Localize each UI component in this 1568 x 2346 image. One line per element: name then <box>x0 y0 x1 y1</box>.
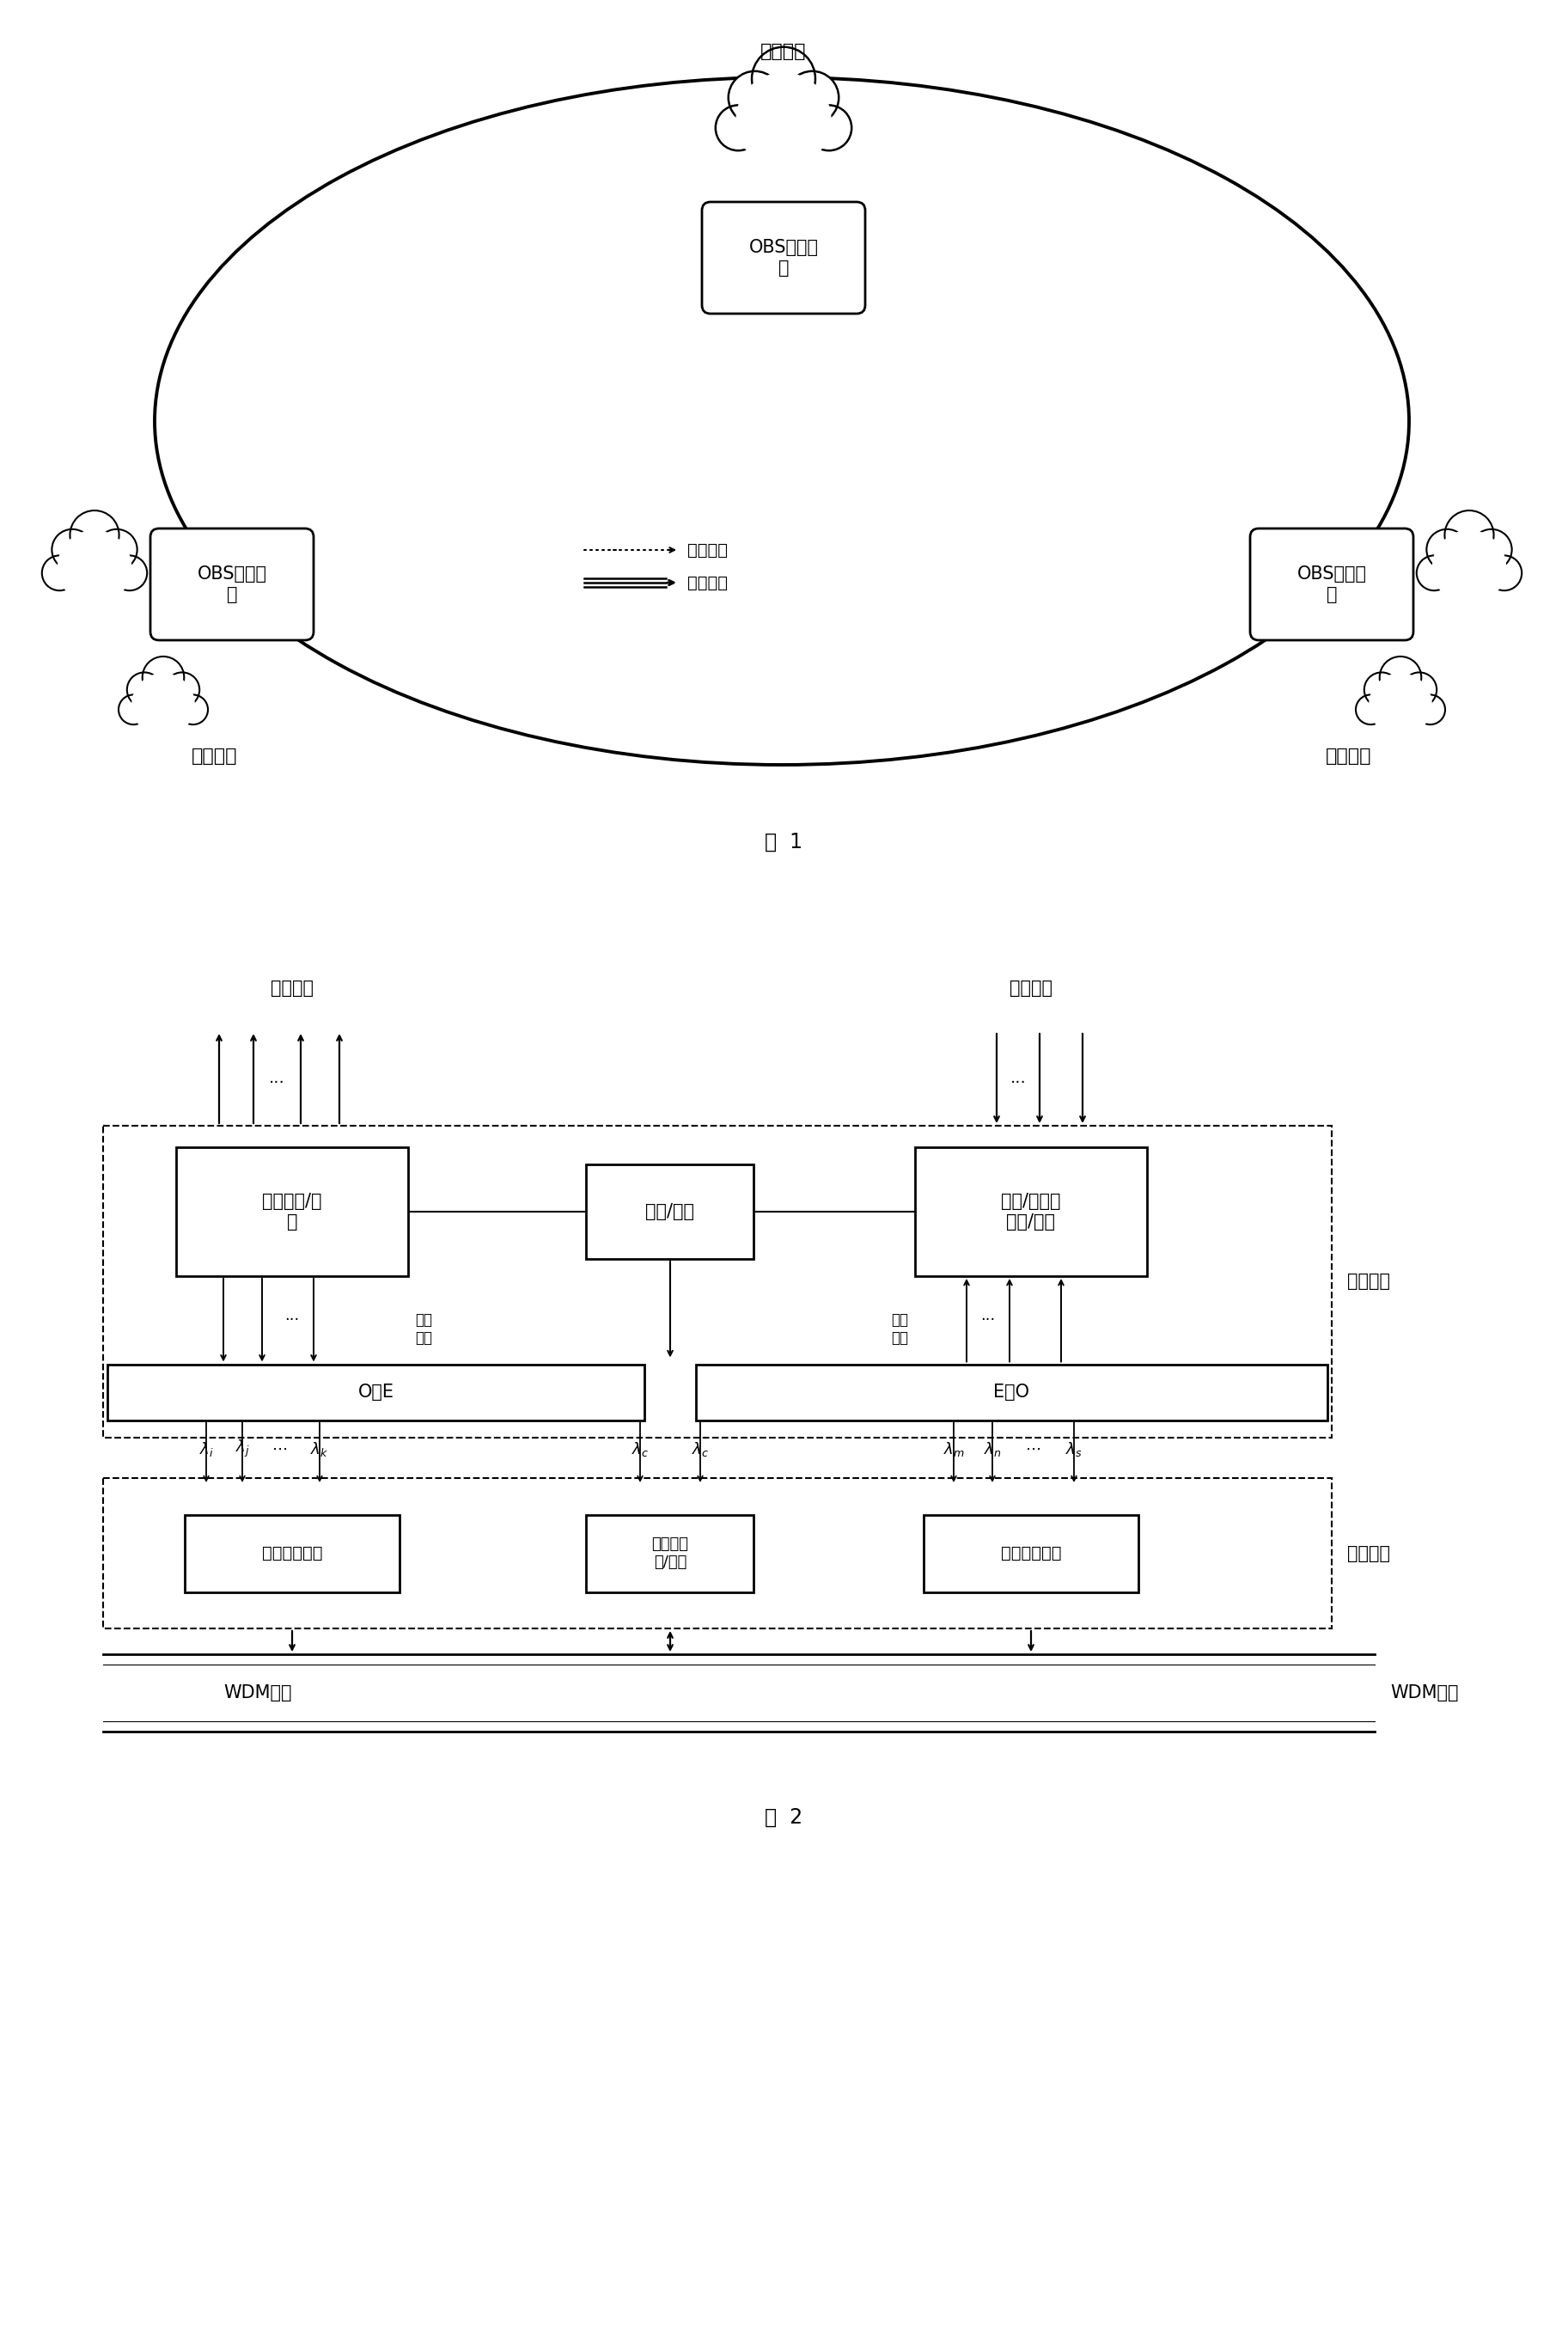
Circle shape <box>1416 694 1446 725</box>
FancyBboxPatch shape <box>1250 528 1413 640</box>
Circle shape <box>1369 673 1432 737</box>
Circle shape <box>1380 657 1421 699</box>
Text: 光路系统: 光路系统 <box>1347 1544 1391 1562</box>
Circle shape <box>1433 530 1505 603</box>
Text: 下路
控制: 下路 控制 <box>416 1311 433 1344</box>
Text: OBS环网节
点: OBS环网节 点 <box>198 565 267 603</box>
Circle shape <box>1471 530 1512 570</box>
Circle shape <box>1356 694 1386 725</box>
Text: 数据波长下路: 数据波长下路 <box>262 1546 323 1562</box>
Circle shape <box>71 511 119 561</box>
Bar <box>586 1516 754 1593</box>
Bar <box>916 1147 1148 1276</box>
Text: 控制波长
上/下路: 控制波长 上/下路 <box>652 1537 688 1569</box>
Text: $\lambda_m$: $\lambda_m$ <box>942 1440 964 1459</box>
Text: WDM系统: WDM系统 <box>1391 1684 1458 1701</box>
FancyBboxPatch shape <box>151 528 314 640</box>
Circle shape <box>77 565 111 598</box>
Text: OBS环网节
点: OBS环网节 点 <box>750 239 818 277</box>
Text: $\cdots$: $\cdots$ <box>1025 1440 1041 1457</box>
Text: WDM波长: WDM波长 <box>224 1684 292 1701</box>
Circle shape <box>52 530 93 570</box>
Circle shape <box>1444 511 1494 561</box>
Circle shape <box>143 657 183 699</box>
Text: $\lambda_i$: $\lambda_i$ <box>199 1440 213 1459</box>
Bar <box>924 1516 1138 1593</box>
Bar <box>103 1126 1331 1438</box>
Circle shape <box>737 73 831 167</box>
Circle shape <box>1452 565 1486 598</box>
Text: ...: ... <box>270 1070 285 1086</box>
Circle shape <box>127 673 162 706</box>
Text: 上路
控制: 上路 控制 <box>891 1311 908 1344</box>
Text: 外网接入: 外网接入 <box>271 981 314 997</box>
Text: 电路系统: 电路系统 <box>1347 1274 1391 1290</box>
Text: 协议/控制: 协议/控制 <box>646 1203 695 1220</box>
Text: 图  2: 图 2 <box>765 1806 803 1828</box>
Circle shape <box>806 106 851 150</box>
Circle shape <box>1364 673 1399 706</box>
Bar <box>103 1478 1331 1628</box>
Text: 外网接入: 外网接入 <box>1327 748 1372 765</box>
Bar <box>586 1164 754 1260</box>
Bar <box>107 1365 644 1419</box>
Text: 外网接入: 外网接入 <box>1010 981 1052 997</box>
Text: 解突发包/交
换: 解突发包/交 换 <box>262 1194 321 1229</box>
Circle shape <box>179 694 209 725</box>
Text: 控制波长: 控制波长 <box>687 542 728 558</box>
Text: $\lambda_c$: $\lambda_c$ <box>691 1440 709 1459</box>
Circle shape <box>760 117 806 162</box>
Circle shape <box>96 530 136 570</box>
Text: $\lambda_c$: $\lambda_c$ <box>632 1440 649 1459</box>
Circle shape <box>1402 673 1436 706</box>
Circle shape <box>149 701 179 732</box>
Circle shape <box>1386 701 1416 732</box>
Text: 图  1: 图 1 <box>765 833 803 852</box>
FancyBboxPatch shape <box>702 202 866 314</box>
Text: 外网接入: 外网接入 <box>760 42 806 61</box>
Circle shape <box>132 673 194 737</box>
Circle shape <box>1416 556 1452 591</box>
Text: ...: ... <box>285 1309 299 1323</box>
Circle shape <box>715 106 760 150</box>
Circle shape <box>119 694 149 725</box>
Text: 交换/突发包
汇聚/调度: 交换/突发包 汇聚/调度 <box>1000 1194 1062 1229</box>
Bar <box>176 1147 408 1276</box>
Text: E／O: E／O <box>994 1384 1030 1401</box>
Circle shape <box>751 47 815 110</box>
Circle shape <box>1486 556 1523 591</box>
Text: $\cdots$: $\cdots$ <box>271 1440 287 1457</box>
Circle shape <box>165 673 199 706</box>
Text: $\lambda_k$: $\lambda_k$ <box>310 1440 329 1459</box>
Text: O／E: O／E <box>358 1384 394 1401</box>
Circle shape <box>111 556 147 591</box>
Text: $\lambda_n$: $\lambda_n$ <box>983 1440 1002 1459</box>
Text: $\lambda_j$: $\lambda_j$ <box>235 1438 249 1459</box>
Text: $\lambda_s$: $\lambda_s$ <box>1066 1440 1082 1459</box>
Text: OBS环网节
点: OBS环网节 点 <box>1297 565 1367 603</box>
Bar <box>696 1365 1328 1419</box>
Text: 外网接入: 外网接入 <box>191 748 238 765</box>
Text: ...: ... <box>980 1309 996 1323</box>
Text: ...: ... <box>1010 1070 1025 1086</box>
Text: 数据波长上路: 数据波长上路 <box>1000 1546 1062 1562</box>
Circle shape <box>42 556 77 591</box>
Circle shape <box>729 70 781 124</box>
Bar <box>185 1516 400 1593</box>
Circle shape <box>1427 530 1468 570</box>
Circle shape <box>786 70 839 124</box>
Text: 数据波长: 数据波长 <box>687 575 728 591</box>
Circle shape <box>58 530 132 603</box>
